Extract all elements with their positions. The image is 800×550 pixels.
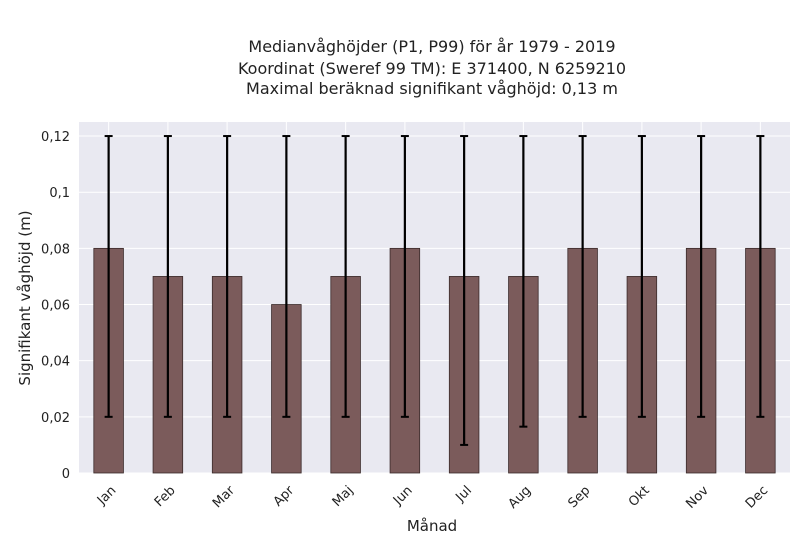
x-tick-label: Dec — [743, 483, 771, 511]
x-tick-label: Feb — [152, 483, 179, 510]
title-line-3: Maximal beräknad signifikant våghöjd: 0,… — [246, 79, 618, 98]
y-tick-label: 0,02 — [41, 411, 70, 426]
x-axis-label: Månad — [407, 517, 457, 535]
y-tick-label: 0,08 — [41, 242, 70, 257]
x-tick-label: Jan — [94, 483, 119, 508]
y-tick-label: 0,12 — [41, 130, 70, 145]
y-tick-label: 0,06 — [41, 299, 70, 314]
x-tick-label: Apr — [271, 483, 298, 510]
x-tick-label: Aug — [506, 483, 535, 512]
x-tick-label: Okt — [626, 483, 653, 510]
y-tick-label: 0,04 — [41, 355, 70, 370]
error-bars — [104, 135, 765, 446]
x-tick-label: Jul — [453, 483, 475, 505]
plot-area — [79, 122, 790, 473]
x-tick-label: Sep — [566, 483, 594, 511]
x-tick-label: Maj — [330, 483, 357, 510]
x-tick-label: Nov — [683, 483, 712, 512]
y-tick-label: 0,1 — [49, 186, 70, 201]
title-line-1: Medianvåghöjder (P1, P99) för år 1979 - … — [248, 37, 615, 56]
x-axis-ticks: Jan Feb Mar Apr Maj Jun Jul Aug Sep Okt Nov Dec — [94, 483, 771, 512]
x-tick-label: Jun — [390, 483, 416, 509]
chart-title: Medianvåghöjder (P1, P99) för år 1979 - … — [238, 37, 626, 98]
x-tick-label: Mar — [210, 483, 238, 511]
y-tick-label: 0 — [62, 467, 70, 482]
y-axis-label: Signifikant våghöjd (m) — [16, 210, 34, 385]
y-axis-ticks: 0 0,02 0,04 0,06 0,08 0,1 0,12 — [41, 130, 70, 482]
title-line-2: Koordinat (Sweref 99 TM): E 371400, N 62… — [238, 59, 626, 78]
